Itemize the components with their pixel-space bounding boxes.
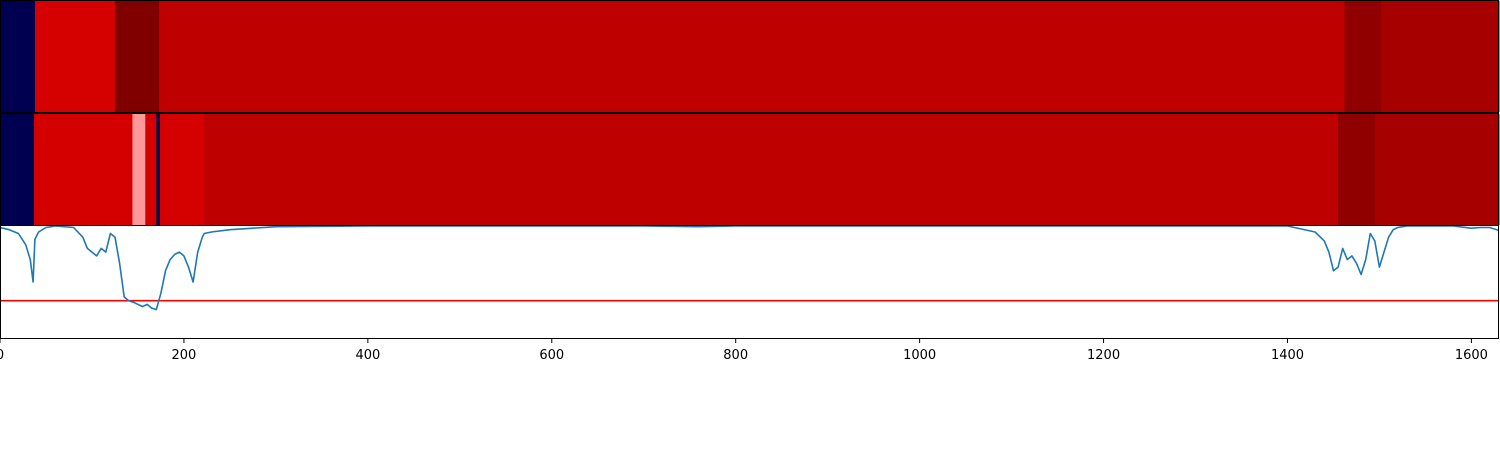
heatmap-2-cell-2 — [132, 114, 146, 225]
x-tick-label-600: 600 — [539, 348, 564, 363]
heatmap-2-cell-5 — [160, 114, 205, 225]
panel-frame-3 — [0, 225, 1499, 339]
heatmap-2-cell-4 — [156, 114, 161, 225]
heatmap-track-1 — [0, 1, 1500, 112]
heatmap-2-cell-6 — [204, 114, 1339, 225]
x-axis: 0 200 400 600 800 1000 1200 1400 1600 — [0, 338, 1488, 363]
panel-frames — [0, 0, 1499, 339]
heatmap-1-cell-4 — [1344, 1, 1382, 112]
x-tick-label-400: 400 — [355, 348, 380, 363]
heatmap-1-cell-1 — [34, 1, 116, 112]
x-tick-label-800: 800 — [723, 348, 748, 363]
heatmap-2-cell-8 — [1374, 114, 1500, 225]
heatmap-2-cell-0 — [0, 114, 35, 225]
heatmap-1-cell-2 — [114, 1, 160, 112]
heatmap-track-2 — [0, 114, 1500, 225]
x-tick-label-200: 200 — [172, 348, 197, 363]
heatmap-2-cell-3 — [145, 114, 157, 225]
x-tick-label-1200: 1200 — [1087, 348, 1120, 363]
x-tick-label-1600: 1600 — [1455, 348, 1488, 363]
panel-frame-1 — [0, 0, 1499, 113]
x-tick-label-1000: 1000 — [903, 348, 936, 363]
heatmap-2-cell-1 — [34, 114, 133, 225]
line-panel — [0, 225, 1500, 311]
x-tick-label-0: 0 — [0, 348, 4, 363]
heatmap-1-cell-5 — [1381, 1, 1500, 112]
heatmap-1-cell-0 — [0, 1, 36, 112]
heatmap-1-cell-3 — [159, 1, 1346, 112]
heatmap-2-cell-7 — [1338, 114, 1376, 225]
x-tick-label-1400: 1400 — [1271, 348, 1304, 363]
series-line — [0, 225, 1500, 311]
